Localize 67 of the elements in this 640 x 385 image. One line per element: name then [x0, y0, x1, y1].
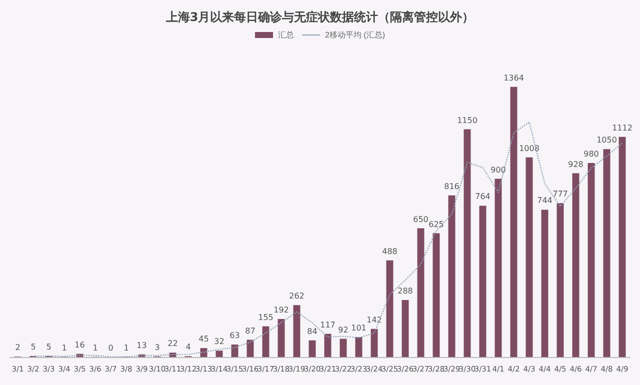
data-label: 5 [46, 342, 52, 352]
data-label: 117 [320, 320, 336, 330]
data-label: 22 [168, 339, 178, 348]
data-label: 1 [124, 343, 129, 352]
data-label: 16 [74, 340, 85, 350]
legend-label: 2移动平均 (汇总) [325, 30, 386, 40]
bar [588, 162, 595, 357]
data-label: 288 [398, 286, 413, 296]
data-label: 1008 [519, 144, 540, 153]
bar [432, 233, 440, 357]
data-label: 155 [258, 312, 274, 322]
data-label: 63 [230, 331, 240, 340]
chart-title: 上海3月以来每日确诊与无症状数据统计（隔离管控以外） [164, 10, 474, 24]
data-label: 1112 [612, 123, 632, 132]
data-label: 1150 [457, 116, 478, 125]
bar [278, 318, 285, 357]
data-label: 777 [552, 190, 568, 199]
data-label: 3 [154, 342, 160, 352]
legend-label: 汇总 [278, 30, 294, 40]
data-label: 5 [30, 342, 36, 352]
bar [510, 86, 518, 357]
bar [541, 210, 548, 357]
bar [324, 334, 332, 357]
data-label: 928 [568, 160, 584, 169]
bar [386, 260, 394, 357]
data-label: 4 [186, 342, 191, 352]
bar [448, 195, 456, 357]
data-label: 32 [214, 337, 224, 346]
data-label: 900 [490, 165, 506, 174]
data-label: 2 [15, 343, 20, 352]
data-label: 1050 [596, 136, 617, 145]
data-label: 1364 [504, 73, 524, 82]
bar [603, 149, 610, 357]
bar [355, 337, 362, 357]
data-label: 87 [245, 326, 256, 336]
data-label: 764 [475, 192, 490, 202]
data-label: 1 [92, 343, 98, 352]
bar [402, 300, 409, 357]
data-label: 816 [444, 182, 460, 191]
bar [293, 305, 300, 357]
data-label: 101 [351, 324, 366, 332]
bar [262, 326, 270, 357]
bar [370, 328, 378, 357]
bar [526, 157, 533, 357]
data-label: 744 [537, 196, 552, 206]
bar [308, 340, 316, 357]
bar [340, 338, 347, 357]
bar [417, 228, 424, 357]
data-label: 262 [289, 292, 304, 301]
data-label: 192 [274, 305, 289, 314]
bar [479, 206, 486, 357]
bar [494, 178, 502, 357]
data-label: 0 [108, 344, 114, 352]
data-label: 45 [198, 334, 209, 344]
data-label: 1 [62, 343, 67, 352]
bar [618, 136, 626, 357]
data-label: 13 [136, 340, 147, 350]
bar [464, 129, 471, 357]
data-label: 488 [382, 246, 398, 256]
bar [216, 350, 223, 357]
data-label: 650 [413, 214, 428, 224]
data-label: 980 [584, 149, 599, 158]
bar [556, 203, 564, 357]
data-label: 84 [307, 326, 318, 336]
data-label: 92 [338, 325, 348, 334]
bar [572, 173, 580, 357]
data-label: 625 [428, 220, 444, 229]
